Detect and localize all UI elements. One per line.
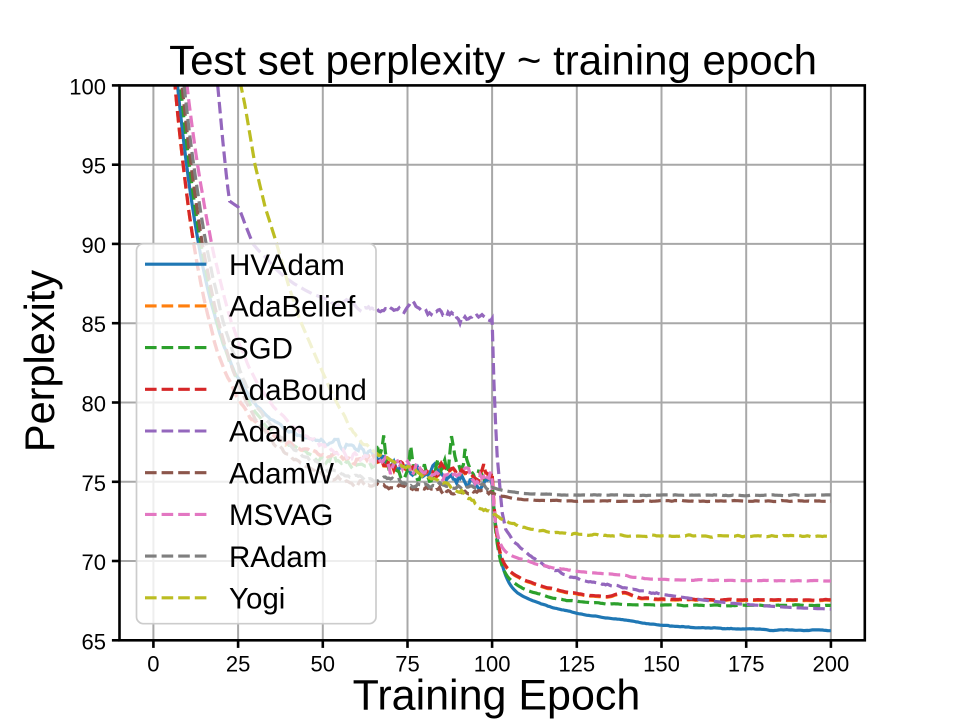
svg-text:85: 85 xyxy=(82,312,106,337)
svg-text:AdaBound: AdaBound xyxy=(229,374,367,407)
svg-text:70: 70 xyxy=(82,550,106,575)
svg-text:200: 200 xyxy=(813,652,850,677)
svg-text:Adam: Adam xyxy=(229,416,306,449)
svg-text:Perplexity: Perplexity xyxy=(16,270,63,452)
svg-text:150: 150 xyxy=(643,652,680,677)
svg-text:Training Epoch: Training Epoch xyxy=(353,672,641,720)
svg-text:AdaBelief: AdaBelief xyxy=(229,291,356,324)
svg-text:100: 100 xyxy=(69,74,106,99)
svg-text:125: 125 xyxy=(558,652,595,677)
svg-text:SGD: SGD xyxy=(229,332,293,365)
svg-text:AdamW: AdamW xyxy=(229,457,334,490)
svg-text:65: 65 xyxy=(82,629,106,654)
svg-text:0: 0 xyxy=(147,652,159,677)
svg-text:Yogi: Yogi xyxy=(229,583,285,616)
svg-text:MSVAG: MSVAG xyxy=(229,499,333,532)
svg-text:90: 90 xyxy=(82,233,106,258)
svg-text:25: 25 xyxy=(226,652,250,677)
svg-text:95: 95 xyxy=(82,154,106,179)
svg-text:75: 75 xyxy=(395,652,419,677)
svg-text:Test set perplexity ~ training: Test set perplexity ~ training epoch xyxy=(169,36,817,83)
svg-text:80: 80 xyxy=(82,392,106,417)
svg-text:175: 175 xyxy=(728,652,765,677)
svg-text:50: 50 xyxy=(311,652,335,677)
svg-text:100: 100 xyxy=(474,652,511,677)
svg-text:HVAdam: HVAdam xyxy=(229,249,345,282)
svg-text:75: 75 xyxy=(82,471,106,496)
svg-text:RAdam: RAdam xyxy=(229,541,327,574)
